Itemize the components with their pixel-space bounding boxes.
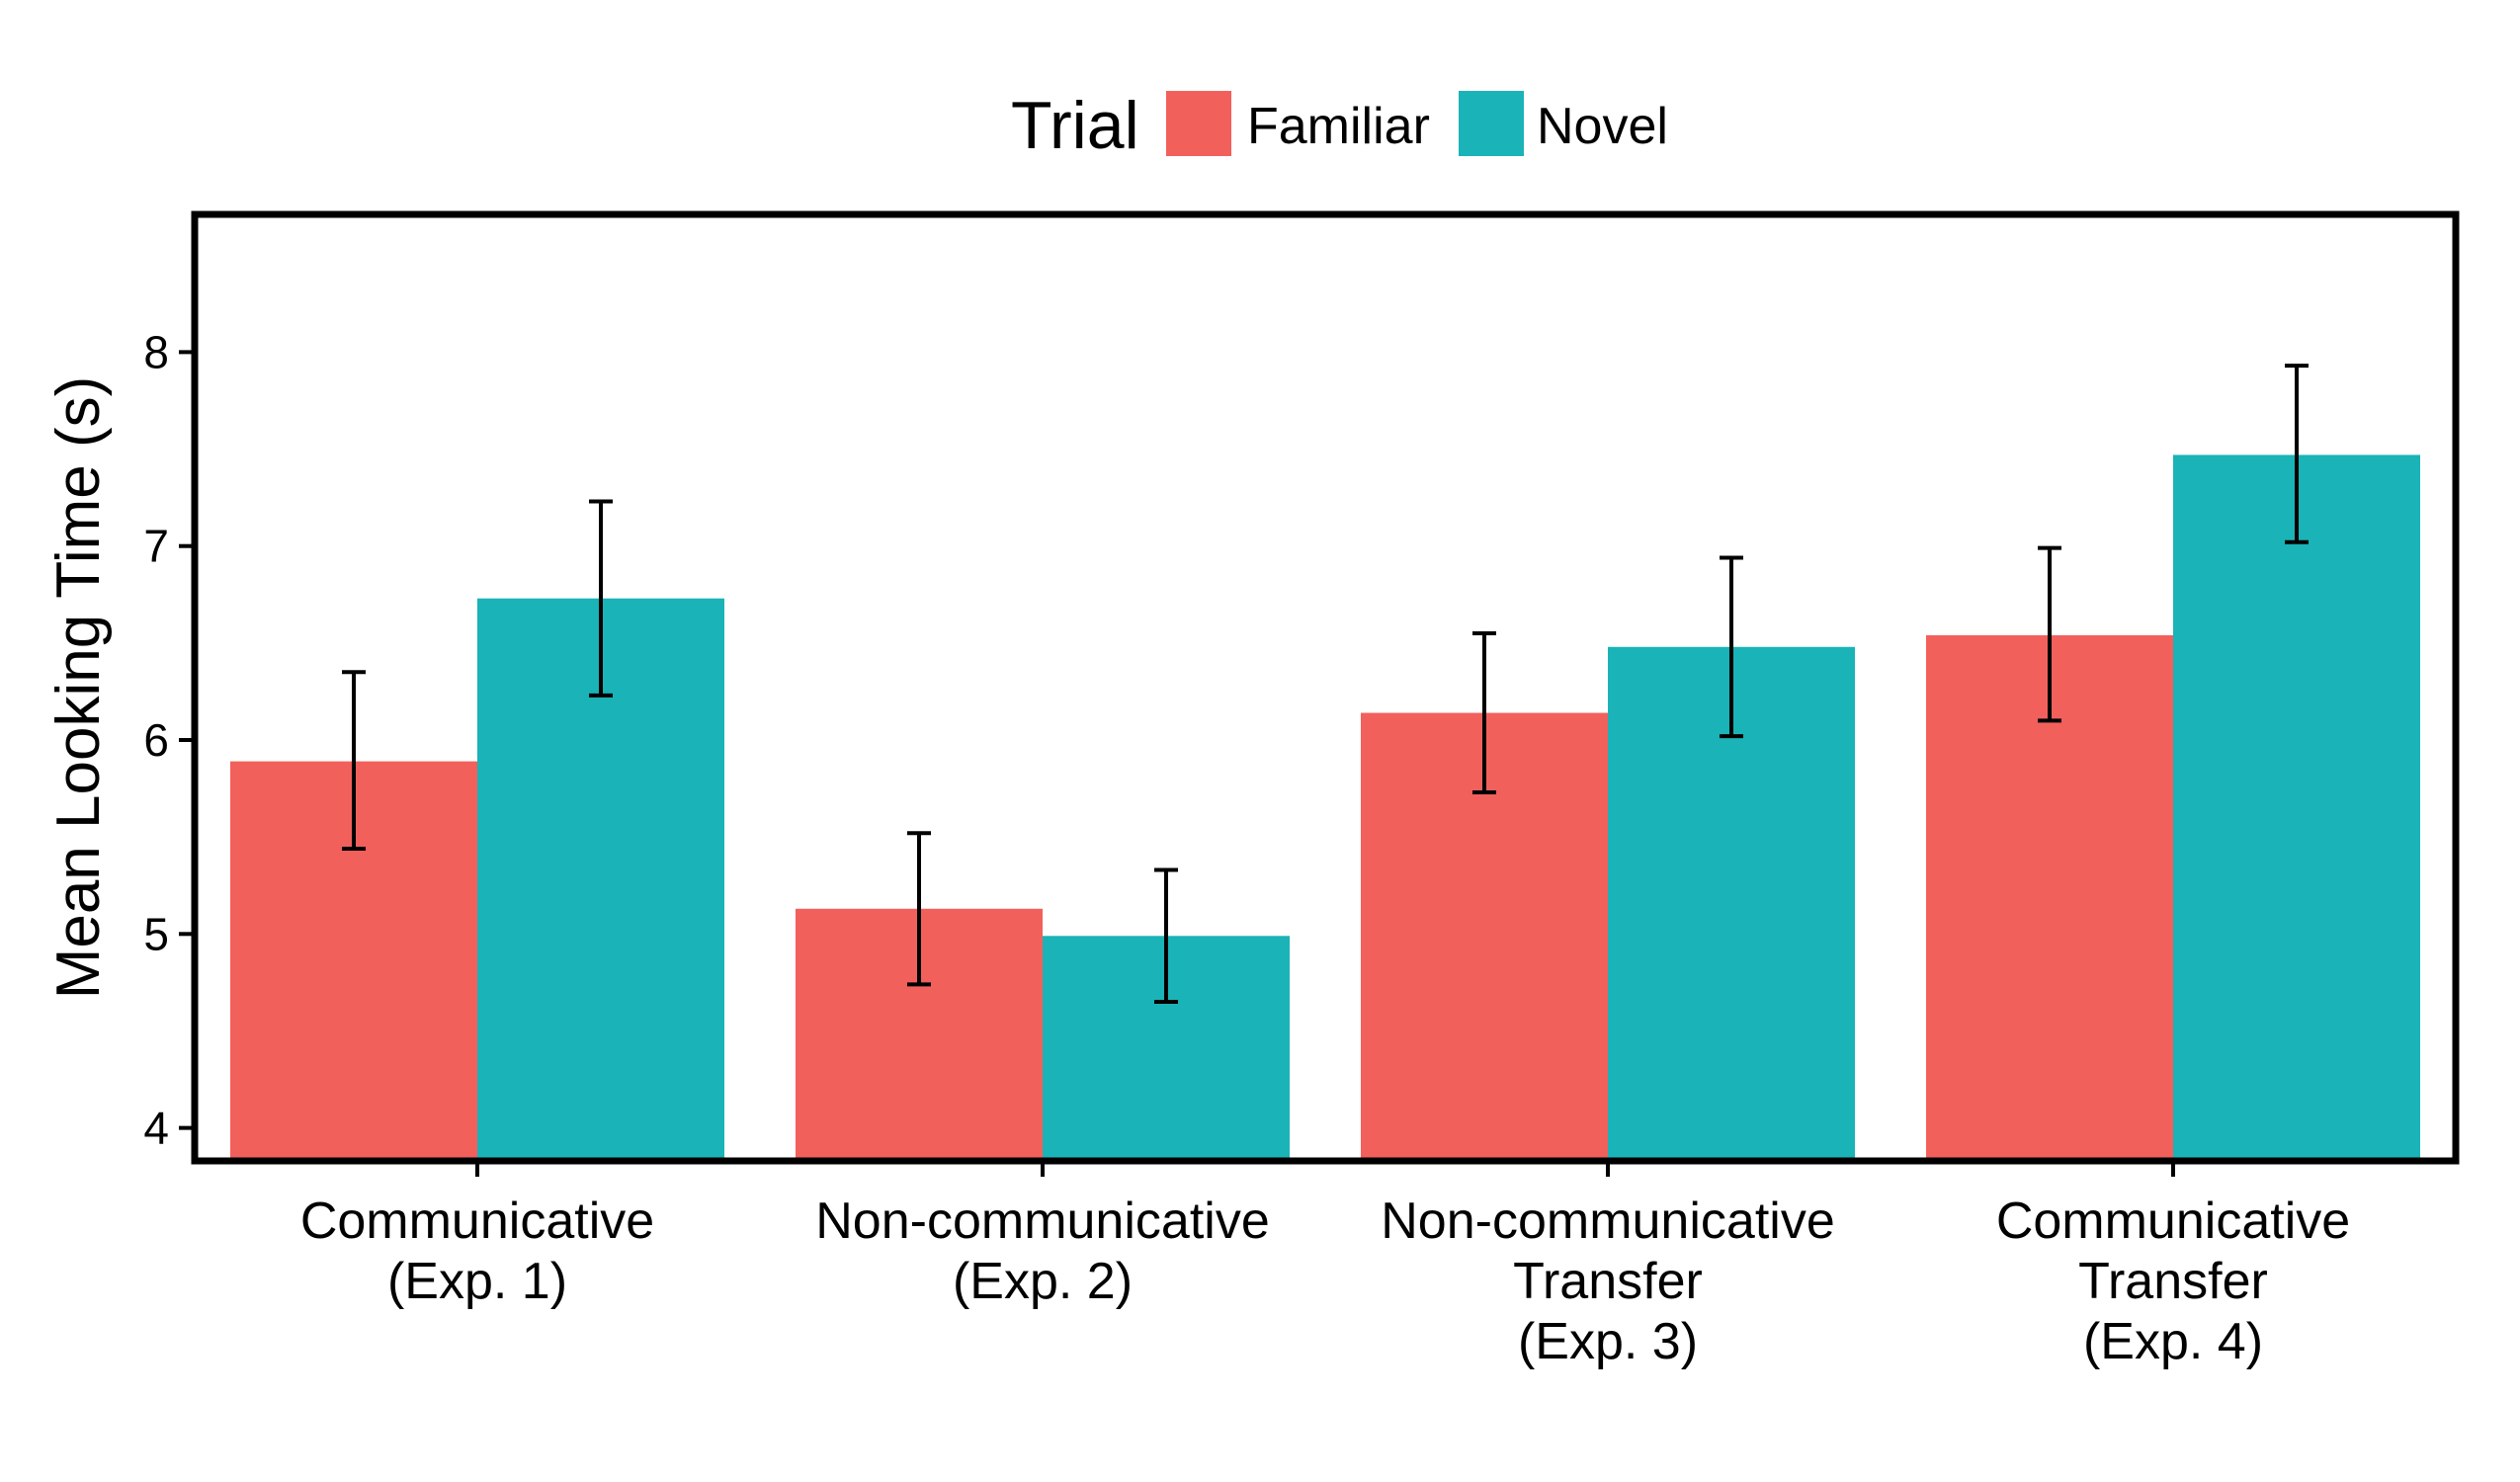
- y-axis: 4 5 6 7 8: [143, 326, 195, 1154]
- legend: Trial Familiar Novel: [1011, 88, 1668, 163]
- plot-panel-border: [191, 210, 2460, 1165]
- y-tick-label: 5: [143, 908, 169, 959]
- error-bar-novel-0: [589, 499, 613, 698]
- bars-group: [230, 454, 2420, 1161]
- legend-label-novel: Novel: [1537, 98, 1668, 155]
- y-axis-title: Mean Looking Time (s): [44, 376, 113, 1000]
- bar-novel-3: [2173, 454, 2420, 1161]
- y-tick-label: 7: [143, 521, 169, 572]
- legend-swatch-familiar: [1166, 91, 1231, 156]
- y-tick-label: 8: [143, 326, 169, 377]
- bar-familiar-3: [1926, 634, 2173, 1161]
- error-bar-familiar-1: [907, 831, 931, 987]
- error-bar-novel-2: [1720, 555, 1743, 739]
- y-tick-label: 4: [143, 1103, 169, 1154]
- x-tick-label: Non-communicative (Exp. 2): [815, 1193, 1270, 1310]
- error-bar-familiar-0: [342, 670, 366, 851]
- error-bar-familiar-3: [2038, 545, 2061, 723]
- error-bar-familiar-2: [1472, 631, 1496, 795]
- x-tick-label: Communicative (Exp. 1): [300, 1193, 654, 1310]
- legend-label-familiar: Familiar: [1247, 98, 1430, 155]
- error-bar-novel-3: [2285, 364, 2309, 544]
- x-tick-label: Non-communicative Transfer (Exp. 3): [1381, 1193, 1835, 1370]
- legend-title: Trial: [1011, 88, 1139, 163]
- y-tick-label: 6: [143, 714, 169, 766]
- error-bar-novel-1: [1154, 867, 1178, 1005]
- x-tick-label: Communicative Transfer (Exp. 4): [1996, 1193, 2350, 1370]
- x-axis: Communicative (Exp. 1) Non-communicative (E…: [300, 1161, 2350, 1370]
- legend-swatch-novel: [1459, 91, 1524, 156]
- error-bars-group: [342, 364, 2309, 1005]
